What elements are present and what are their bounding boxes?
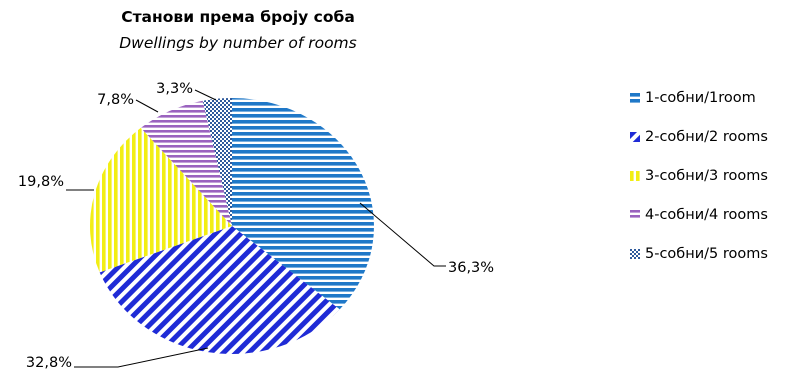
chart-subtitle: Dwellings by number of rooms bbox=[119, 34, 357, 52]
data-label-4-rooms: 7,8% bbox=[97, 92, 134, 108]
legend-label: 2-собни/2 rooms bbox=[645, 128, 768, 145]
legend-item-4-rooms: 4-собни/4 rooms bbox=[630, 195, 768, 234]
leader-line-2-rooms bbox=[74, 347, 209, 368]
pie-slice-1-room bbox=[232, 98, 374, 310]
leader-line-5-rooms bbox=[194, 89, 217, 101]
legend-item-2-rooms: 2-собни/2 rooms bbox=[630, 117, 768, 156]
legend-item-5-rooms: 5-собни/5 rooms bbox=[630, 234, 768, 273]
legend-label: 3-собни/3 rooms bbox=[645, 167, 768, 184]
leader-line-1-room bbox=[359, 202, 446, 267]
pie-slice-5-rooms bbox=[202, 98, 232, 226]
pie-slice-2-rooms bbox=[99, 226, 340, 354]
leader-line-4-rooms bbox=[135, 99, 159, 113]
data-label-1-room: 36,3% bbox=[448, 260, 494, 276]
pie-slice-4-rooms bbox=[140, 100, 232, 226]
legend-swatch-5-rooms bbox=[630, 248, 640, 259]
legend-label: 4-собни/4 rooms bbox=[645, 206, 768, 223]
legend-item-1-room: 1-собни/1room bbox=[630, 78, 768, 117]
chart-title: Станови према броју соба bbox=[121, 8, 355, 26]
legend-swatch-1-room bbox=[630, 92, 640, 103]
legend-swatch-3-rooms bbox=[630, 170, 640, 181]
data-label-3-rooms: 19,8% bbox=[18, 174, 64, 190]
legend-label: 1-собни/1room bbox=[645, 89, 756, 106]
data-label-2-rooms: 32,8% bbox=[26, 355, 72, 371]
legend-swatch-4-rooms bbox=[630, 209, 640, 220]
pie-slice-3-rooms bbox=[90, 127, 232, 273]
legend-swatch-2-rooms bbox=[630, 131, 640, 142]
legend-item-3-rooms: 3-собни/3 rooms bbox=[630, 156, 768, 195]
chart-legend: 1-собни/1room 2-собни/2 rooms 3-собни/3 … bbox=[630, 78, 768, 273]
legend-label: 5-собни/5 rooms bbox=[645, 245, 768, 262]
data-label-5-rooms: 3,3% bbox=[156, 81, 193, 97]
